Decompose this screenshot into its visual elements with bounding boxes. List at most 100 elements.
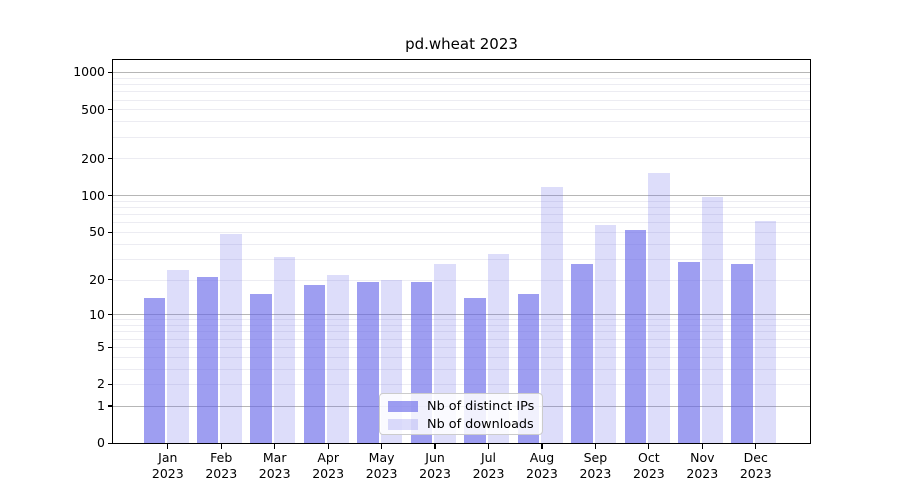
gridline — [113, 368, 810, 370]
x-tick-label: Mar 2023 — [258, 450, 291, 481]
y-tick-label: 10 — [89, 306, 105, 322]
y-tick-label: 200 — [81, 150, 105, 166]
y-tick-mark — [107, 442, 113, 444]
gridline — [113, 231, 810, 233]
gridline — [113, 258, 810, 260]
bar-distinct-ips — [571, 264, 593, 443]
y-tick-mark — [107, 346, 113, 348]
bar-downloads — [327, 274, 349, 443]
y-tick-mark — [107, 383, 113, 385]
y-tick-mark — [107, 71, 113, 74]
y-tick-mark — [107, 109, 113, 111]
gridline — [113, 243, 810, 245]
gridline — [113, 77, 810, 79]
bar-distinct-ips — [678, 262, 700, 443]
gridline — [113, 384, 810, 386]
gridline — [113, 356, 810, 358]
legend-swatch-downloads — [388, 419, 418, 430]
y-tick-label: 0 — [97, 435, 105, 451]
legend: Nb of distinct IPs Nb of downloads — [379, 393, 543, 435]
y-tick-label: 100 — [81, 187, 105, 203]
x-tick-label: Jan 2023 — [151, 450, 184, 481]
bar-downloads — [220, 234, 242, 443]
y-tick-label: 20 — [89, 271, 105, 287]
gridline — [113, 346, 810, 348]
gridline — [113, 109, 810, 111]
chart-title: pd.wheat 2023 — [405, 35, 518, 53]
bars-layer — [113, 60, 810, 443]
gridline — [113, 84, 810, 86]
gridline — [113, 222, 810, 224]
y-tick-mark — [107, 313, 113, 316]
legend-item-distinct-ips: Nb of distinct IPs — [380, 398, 542, 415]
legend-label-downloads: Nb of downloads — [427, 417, 534, 432]
gridline — [113, 214, 810, 216]
bar-downloads — [648, 172, 670, 443]
bar-distinct-ips — [143, 297, 165, 443]
y-tick-mark — [107, 194, 113, 197]
legend-swatch-distinct-ips — [388, 401, 418, 412]
gridline — [113, 158, 810, 160]
bar-downloads — [594, 225, 617, 443]
x-tick-label: Sep 2023 — [579, 450, 612, 481]
bar-distinct-ips — [196, 277, 219, 443]
x-tick-mark — [381, 444, 383, 450]
y-tick-label: 1 — [97, 398, 105, 414]
y-tick-label: 1000 — [73, 64, 105, 80]
y-tick-label: 50 — [89, 224, 105, 240]
x-tick-label: Dec 2023 — [739, 450, 772, 481]
gridlines-layer — [113, 60, 810, 443]
gridline — [113, 91, 810, 93]
x-tick-mark — [701, 444, 703, 450]
bar-downloads — [701, 196, 723, 443]
legend-label-distinct-ips: Nb of distinct IPs — [427, 399, 535, 414]
y-tick-mark — [107, 405, 113, 407]
gridline — [113, 279, 810, 281]
gridline — [113, 72, 810, 74]
x-tick-label: Oct 2023 — [632, 450, 665, 481]
gridline — [113, 325, 810, 327]
bar-distinct-ips — [731, 264, 753, 443]
bar-distinct-ips — [624, 229, 647, 443]
bar-distinct-ips — [250, 294, 272, 443]
gridline — [113, 99, 810, 101]
x-tick-label: May 2023 — [365, 450, 398, 481]
x-tick-mark — [167, 444, 169, 450]
x-tick-mark — [594, 444, 596, 450]
x-tick-mark — [434, 444, 436, 450]
bar-downloads — [541, 186, 563, 443]
bar-downloads — [167, 270, 189, 443]
gridline — [113, 338, 810, 340]
x-tick-mark — [648, 444, 650, 450]
gridline — [113, 195, 810, 197]
gridline — [113, 136, 810, 138]
x-tick-label: Jul 2023 — [472, 450, 505, 481]
plot-area: Nb of distinct IPs Nb of downloads — [112, 59, 811, 444]
legend-item-downloads: Nb of downloads — [380, 416, 542, 433]
y-tick-mark — [107, 231, 113, 233]
gridline — [113, 121, 810, 123]
x-tick-mark — [487, 444, 490, 450]
bar-distinct-ips — [303, 284, 326, 443]
gridline — [113, 314, 810, 316]
gridline — [113, 331, 810, 333]
y-tick-label: 500 — [81, 101, 105, 117]
x-tick-mark — [274, 444, 276, 450]
x-tick-mark — [327, 444, 329, 450]
bar-downloads — [273, 256, 296, 443]
bar-downloads — [754, 221, 777, 443]
gridline — [113, 319, 810, 321]
y-tick-mark — [107, 279, 113, 281]
gridline — [113, 207, 810, 209]
y-tick-label: 2 — [97, 376, 105, 392]
x-tick-mark — [220, 444, 222, 450]
x-tick-label: Aug 2023 — [526, 450, 558, 481]
x-tick-label: Apr 2023 — [312, 450, 345, 481]
x-tick-label: Jun 2023 — [419, 450, 451, 481]
y-tick-label: 5 — [97, 339, 105, 355]
x-tick-mark — [755, 444, 757, 450]
x-tick-label: Feb 2023 — [205, 450, 238, 481]
x-tick-label: Nov 2023 — [686, 450, 719, 481]
y-tick-mark — [107, 158, 113, 160]
